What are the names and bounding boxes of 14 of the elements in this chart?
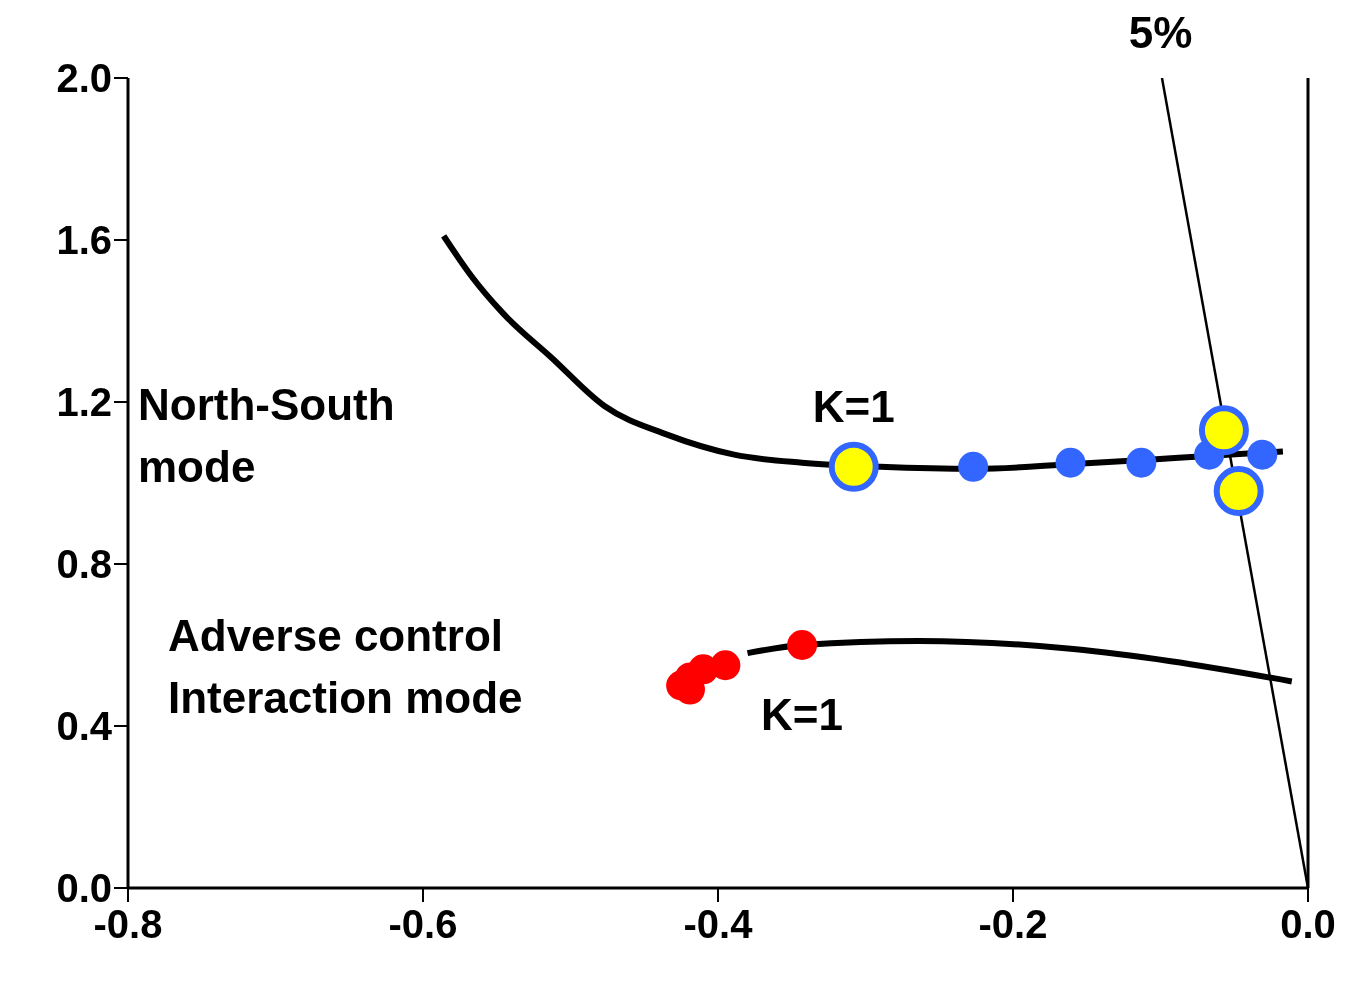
- annotation: North-South mode: [138, 378, 396, 493]
- annotation: K=1: [761, 690, 844, 739]
- y-tick-label: 0.4: [56, 704, 113, 749]
- y-tick-label: 2.0: [56, 56, 112, 101]
- annotation: 5%: [1128, 8, 1193, 57]
- x-tick-label: -0.6: [388, 902, 458, 947]
- y-tick-label: 0.8: [56, 542, 112, 587]
- x-tick-label: -0.2: [978, 902, 1048, 947]
- y-tick-label: 1.6: [56, 218, 112, 263]
- y-tick-label: 1.2: [56, 380, 112, 425]
- annotation: K=1: [812, 381, 895, 431]
- x-tick-label: -0.4: [683, 902, 754, 947]
- annotation: Adverse control Interaction mode: [168, 609, 524, 724]
- x-tick-label: 0.0: [1280, 902, 1336, 947]
